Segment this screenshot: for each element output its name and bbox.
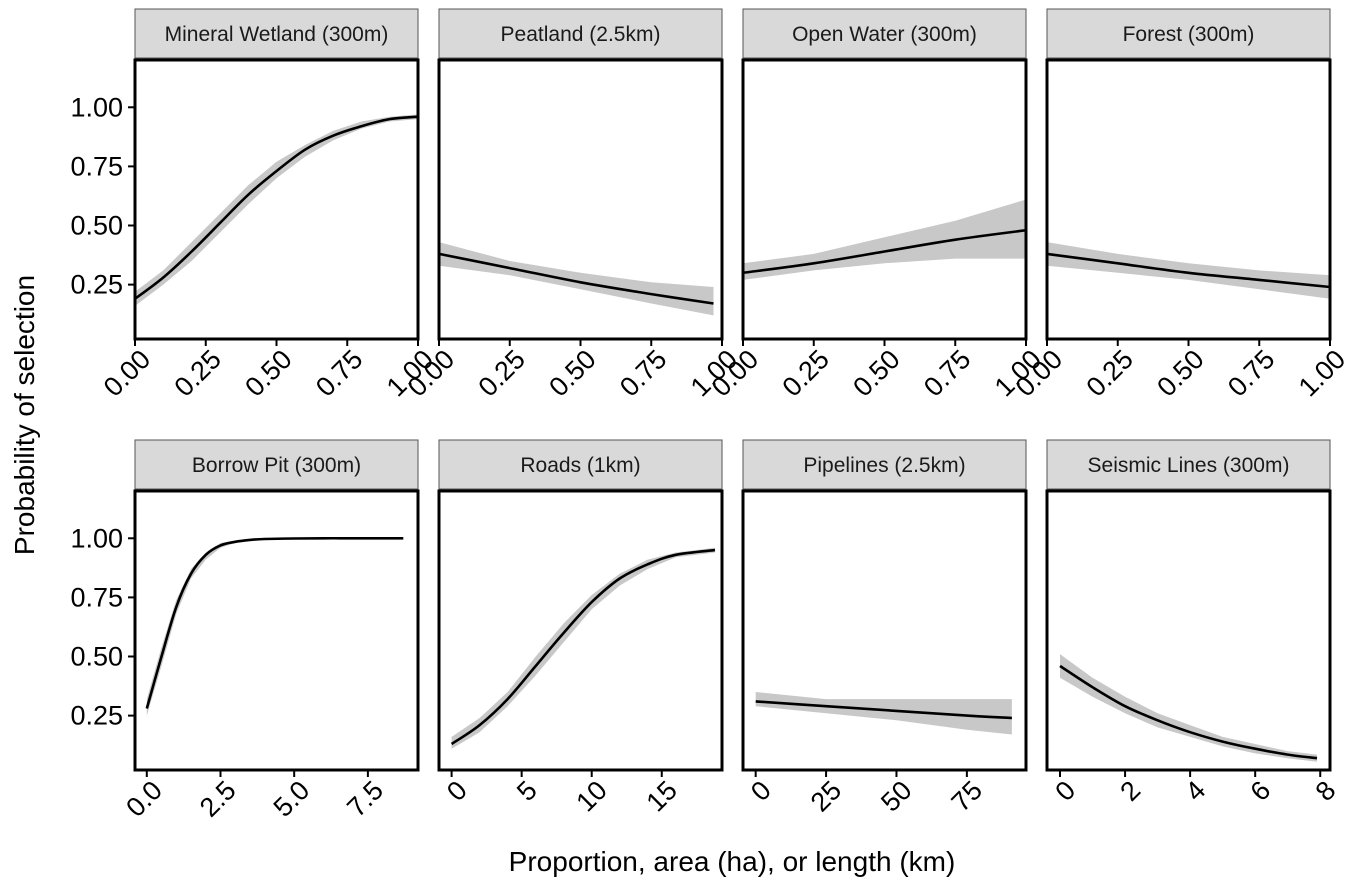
- panel-4: Forest (300m)0.00 0.25 0.50 0.75 1.00: [1010, 8, 1345, 402]
- x-axis-title: Proportion, area (ha), or length (km): [509, 846, 956, 877]
- facet-title: Forest (300m): [1123, 23, 1255, 46]
- x-tick-label: 0.75: [918, 344, 976, 402]
- x-tick-label: 50: [875, 775, 917, 817]
- confidence-ribbon: [743, 199, 1026, 280]
- x-tick-label: 25: [805, 775, 847, 817]
- x-tick-label: 0.25: [1081, 344, 1139, 402]
- confidence-ribbon: [146, 538, 404, 716]
- facet-title: Mineral Wetland (300m): [165, 23, 389, 46]
- x-tick-label: 0.50: [543, 344, 601, 402]
- panel-5: Borrow Pit (300m) 0.25 0.50 0.75 1.00 0.0 2.5 5…: [70, 439, 420, 823]
- panel-border: [133, 489, 420, 772]
- panel-8: Seismic Lines (300m) 0 2 4 6 8: [1045, 439, 1342, 807]
- x-tick-label: 0.75: [614, 344, 672, 402]
- x-tick-label: 4: [1179, 775, 1211, 807]
- x-tick-label: 0.50: [1151, 344, 1209, 402]
- x-tick-label: 0.0: [120, 775, 168, 823]
- fitted-line: [755, 700, 1012, 720]
- x-tick-label: 0.00: [98, 344, 156, 402]
- panel-border: [1045, 489, 1332, 772]
- facet-strip: [134, 439, 419, 490]
- x-tick-label: 6: [1245, 775, 1277, 807]
- panel-6: Roads (1km) 0 5 10 15: [437, 439, 724, 817]
- panel-border: [1045, 58, 1332, 341]
- confidence-ribbon: [1047, 242, 1330, 299]
- confidence-ribbon: [135, 114, 418, 306]
- y-tick-label: 1.00: [70, 92, 123, 122]
- y-tick-label: 0.75: [70, 582, 123, 612]
- x-tick-label: 1.00: [1293, 344, 1345, 402]
- panel-2: Peatland (2.5km)0.00 0.25 0.50 0.75 1.00: [402, 8, 743, 402]
- y-tick-label: 0.50: [70, 211, 123, 241]
- y-tick-label: 0.75: [70, 151, 123, 181]
- x-tick-label: 5: [511, 775, 543, 807]
- y-tick-label: 0.25: [70, 701, 123, 731]
- facet-strip: [134, 8, 419, 59]
- confidence-ribbon: [451, 547, 715, 749]
- fitted-line: [1046, 252, 1331, 289]
- x-tick-label: 15: [641, 775, 683, 817]
- fitted-line: [742, 228, 1027, 275]
- facet-title: Borrow Pit (300m): [192, 454, 361, 477]
- facet-title: Pipelines (2.5km): [803, 454, 965, 477]
- fitted-line: [438, 252, 714, 305]
- panel-border: [741, 489, 1028, 772]
- x-tick-label: 0: [745, 775, 777, 807]
- facet-strip: [1046, 8, 1331, 59]
- fitted-line: [145, 536, 404, 709]
- fitted-line: [450, 548, 716, 746]
- x-tick-label: 5.0: [268, 775, 316, 823]
- panel-border: [437, 489, 724, 772]
- x-tick-label: 8: [1310, 775, 1342, 807]
- y-tick-label: 0.25: [70, 270, 123, 300]
- fitted-line: [1059, 664, 1318, 760]
- x-tick-label: 0: [1049, 775, 1081, 807]
- y-tick-label: 1.00: [70, 523, 123, 553]
- x-tick-label: 7.5: [341, 775, 389, 823]
- x-tick-label: 0.25: [777, 344, 835, 402]
- facet-strip: [1046, 439, 1331, 490]
- x-tick-label: 10: [570, 775, 612, 817]
- x-tick-label: 2: [1114, 775, 1146, 807]
- panel-1: Mineral Wetland (300m)0.250.500.751.000.…: [70, 8, 439, 402]
- confidence-ribbon: [439, 242, 714, 316]
- facet-strip: [742, 439, 1027, 490]
- confidence-ribbon: [755, 692, 1012, 735]
- x-tick-label: 75: [946, 775, 988, 817]
- x-tick-label: 0: [441, 775, 473, 807]
- facet-strip: [742, 8, 1027, 59]
- facet-strip: [438, 439, 723, 490]
- facet-title: Open Water (300m): [792, 23, 977, 46]
- panel-3: Open Water (300m)0.00 0.25 0.50 0.75 1.00: [706, 8, 1047, 402]
- x-tick-label: 0.50: [847, 344, 905, 402]
- y-axis-title: Probability of selection: [9, 275, 40, 555]
- confidence-ribbon: [1060, 654, 1317, 762]
- x-tick-label: 0.50: [239, 344, 297, 402]
- x-tick-label: 0.25: [169, 344, 227, 402]
- facet-title: Seismic Lines (300m): [1088, 454, 1290, 477]
- fitted-line: [134, 115, 419, 300]
- y-tick-label: 0.50: [70, 642, 123, 672]
- x-tick-label: 0.75: [1222, 344, 1280, 402]
- facet-title: Peatland (2.5km): [501, 23, 661, 46]
- panel-7: Pipelines (2.5km) 0 25 50 75: [741, 439, 1028, 817]
- panel-border: [133, 58, 420, 341]
- x-tick-label: 0.75: [310, 344, 368, 402]
- facet-title: Roads (1km): [520, 454, 640, 477]
- x-tick-label: 2.5: [194, 775, 242, 823]
- panel-border: [741, 58, 1028, 341]
- facet-strip: [438, 8, 723, 59]
- x-tick-label: 0.25: [473, 344, 531, 402]
